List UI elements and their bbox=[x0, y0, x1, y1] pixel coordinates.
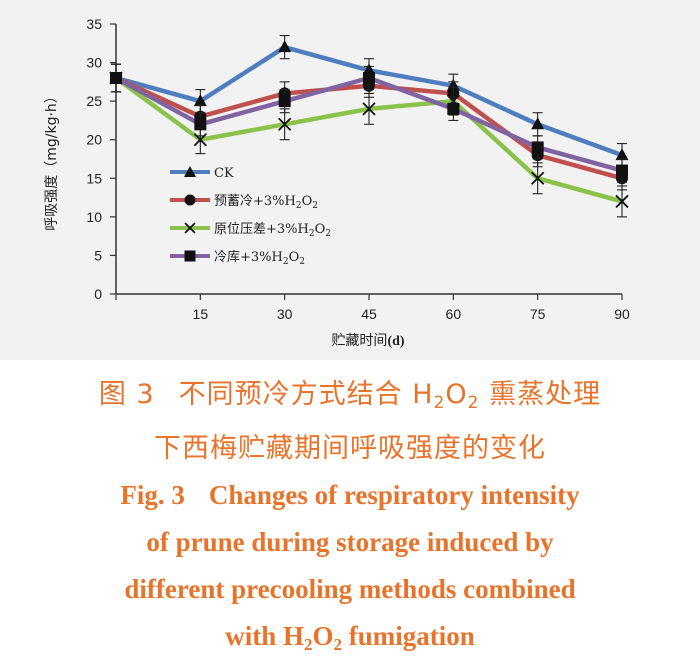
caption-en-line4: with H2O2 fumigation bbox=[225, 621, 475, 654]
figure-number-en: Fig. 3 bbox=[120, 480, 185, 510]
legend-label-ck: CK bbox=[214, 166, 234, 181]
respiration-line-chart: 0 5 10 15 20 25 30 35 15 30 45 60 75 90 呼吸强度（mg/kg·h）… bbox=[44, 16, 630, 349]
x-tick-label: 15 bbox=[193, 306, 209, 322]
data-point bbox=[531, 162, 545, 195]
y-tick-label: 25 bbox=[86, 93, 102, 109]
data-point bbox=[616, 158, 628, 183]
legend-label-in-situ: 原位压差+3%H2O2 bbox=[214, 222, 331, 239]
data-point bbox=[363, 65, 375, 91]
ticks: 0 5 10 15 20 25 30 35 15 30 45 60 75 90 bbox=[86, 16, 630, 322]
y-tick-label: 30 bbox=[86, 55, 102, 71]
data-point bbox=[531, 135, 544, 160]
chart-area: 0 5 10 15 20 25 30 35 15 30 45 60 75 90 呼吸强度（mg/kg·h）… bbox=[0, 0, 700, 360]
y-tick-label: 10 bbox=[86, 209, 102, 225]
figure-number-cn: 图 3 bbox=[98, 379, 155, 410]
legend-item-pre-cold: 预蓄冷+3%H2O2 bbox=[170, 194, 318, 211]
x-tick-label: 90 bbox=[614, 306, 630, 322]
legend-item-in-situ: 原位压差+3%H2O2 bbox=[170, 222, 331, 239]
caption-en-line1: Fig. 3 Changes of respiratory intensity bbox=[120, 480, 580, 510]
x-tick-label: 45 bbox=[361, 306, 377, 322]
legend-label-pre-cold: 预蓄冷+3%H2O2 bbox=[214, 194, 318, 211]
data-point bbox=[110, 63, 122, 93]
y-tick-label: 35 bbox=[86, 16, 102, 32]
y-tick-label: 15 bbox=[86, 170, 102, 186]
y-tick-label: 20 bbox=[86, 132, 102, 148]
legend-item-ck: CK bbox=[170, 166, 234, 181]
x-axis-title-unit: (d) bbox=[387, 334, 404, 349]
data-point bbox=[278, 89, 291, 114]
y-tick-label: 5 bbox=[94, 247, 102, 263]
data-point bbox=[278, 108, 292, 141]
data-point bbox=[194, 112, 207, 137]
caption-cn-line1: 图 3 不同预冷方式结合 H2O2 熏蒸处理 bbox=[98, 379, 602, 413]
x-tick-label: 30 bbox=[277, 306, 293, 322]
data-point bbox=[615, 185, 629, 218]
legend-item-cold-storage: 冷库+3%H2O2 bbox=[170, 249, 305, 267]
x-tick-label: 75 bbox=[530, 306, 546, 322]
legend-label-cold-storage: 冷库+3%H2O2 bbox=[214, 249, 305, 267]
x-axis-title: 贮藏时间(d) bbox=[331, 333, 404, 349]
caption-cn-line2: 下西梅贮藏期间呼吸强度的变化 bbox=[154, 433, 546, 464]
y-tick-label: 0 bbox=[94, 286, 102, 302]
series bbox=[109, 35, 629, 218]
caption-en-line3: different precooling methods combined bbox=[124, 574, 576, 604]
x-tick-label: 60 bbox=[446, 306, 462, 322]
x-axis-title-main: 贮藏时间 bbox=[331, 333, 387, 349]
data-point bbox=[362, 92, 376, 125]
caption-en-line2: of prune during storage induced by bbox=[146, 527, 554, 557]
data-point bbox=[278, 35, 292, 60]
legend: CK 预蓄冷+3%H2O2 原位压差+3%H2O2 冷库+3%H2O2 bbox=[170, 166, 331, 267]
figure-caption: 图 3 不同预冷方式结合 H2O2 熏蒸处理 下西梅贮藏期间呼吸强度的变化 Fig… bbox=[0, 372, 700, 668]
y-axis-title: 呼吸强度（mg/kg·h） bbox=[44, 89, 60, 231]
data-point bbox=[447, 96, 460, 121]
